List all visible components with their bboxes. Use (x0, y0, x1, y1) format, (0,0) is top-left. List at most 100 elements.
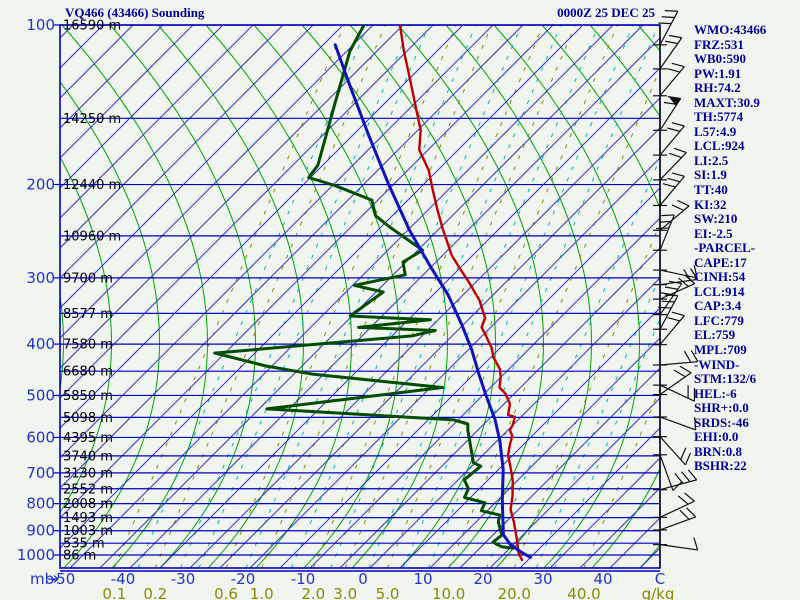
barb-shaft (659, 175, 685, 206)
barb-feather (664, 40, 678, 45)
adiabat-line (253, 25, 400, 568)
wind-barb (653, 537, 699, 551)
barb-feather (678, 277, 689, 287)
barb-feather (684, 452, 692, 466)
barb-shaft (659, 125, 685, 156)
parcel-trace (333, 43, 532, 559)
mixing-ratio-line (535, 274, 660, 568)
altitude-label-550: 5098 m (63, 411, 113, 426)
mixing-ratio-line (486, 157, 660, 568)
adiabat-line (301, 25, 448, 568)
background-grid (0, 25, 660, 568)
stat-line: RH:74.2 (694, 80, 741, 96)
isotherm-line (60, 25, 434, 399)
barb-shaft (659, 479, 697, 491)
pressure-label-200: 200 (26, 176, 55, 194)
mixing-ratio-line (290, 25, 522, 568)
mixing-tick-label: 5.0 (376, 585, 400, 600)
mixing-ratio-line (180, 25, 411, 568)
pressure-label-800: 800 (26, 495, 55, 513)
mixing-ratio-line (261, 25, 493, 568)
barb-shaft (659, 516, 696, 531)
isotherm-line (60, 25, 314, 279)
stat-line: BRN:0.8 (694, 443, 743, 459)
altitude-label-300: 9700 m (63, 271, 113, 286)
mixing-ratio-line (312, 25, 544, 568)
stat-line: TH:5774 (694, 109, 744, 125)
wind-barb (653, 492, 695, 518)
adiabat-line (589, 25, 660, 568)
altitude-label-400: 7580 m (63, 338, 113, 353)
barb-shaft (659, 205, 690, 231)
altitude-label-250: 10960 m (63, 229, 121, 244)
isotherm-line (249, 157, 660, 568)
mixing-tick-label: 40.0 (567, 585, 600, 600)
mixing-tick-label: 1.0 (250, 585, 274, 600)
wind-barb (653, 172, 685, 207)
stat-line: HEL:-6 (694, 385, 737, 401)
pressure-axis-arrow (48, 575, 59, 583)
barb-feather (693, 416, 697, 431)
wind-barb (653, 122, 685, 156)
barb-shaft (659, 384, 695, 402)
barb-feather (664, 294, 678, 297)
mixing-ratio-line (154, 25, 386, 568)
wind-barb (653, 10, 679, 46)
adiabat-line (0, 25, 15, 568)
barb-shaft (659, 37, 683, 70)
mixing-tick-label: 0.6 (214, 585, 238, 600)
wind-barb (653, 199, 690, 231)
adiabat-line (60, 81, 160, 568)
stat-line: WB0:590 (694, 51, 746, 67)
pressure-label-900: 900 (26, 522, 55, 540)
barb-feather (690, 350, 699, 362)
isotherm-line (60, 25, 554, 519)
isotherm-line (60, 25, 374, 339)
adiabat-line (60, 156, 112, 513)
barb-shaft (659, 11, 679, 46)
mixing-ratio-line (113, 25, 345, 568)
barb-feather (661, 214, 675, 217)
isotherm-line (159, 67, 660, 568)
barb-feather (684, 274, 696, 285)
isotherm-line (0, 25, 43, 568)
barb-feather (668, 34, 682, 39)
barb-feather (667, 68, 681, 73)
barb-feather (671, 172, 685, 177)
mixing-ratio-line (428, 25, 659, 568)
adiabat-line (157, 25, 304, 568)
altitude-label-950: 535 m (63, 537, 105, 552)
mixing-tick-label: 10.0 (432, 585, 465, 600)
isotherm-line (60, 25, 584, 549)
isotherm-line (429, 337, 660, 568)
isotherm-line (60, 25, 164, 129)
wind-barb (653, 454, 683, 491)
stat-line: LI:2.5 (694, 152, 729, 168)
isotherm-line (60, 25, 404, 369)
stats-panel: WMO:43466 FRZ:531 WB0:590 PW:1.91 RH:74.2 MAX… (694, 22, 798, 474)
altitude-label-200: 12440 m (63, 178, 121, 193)
stat-line: FRZ:531 (694, 36, 744, 52)
barb-feather (683, 350, 692, 363)
adiabat-line (109, 25, 256, 568)
adiabat-line (445, 25, 592, 568)
sounding-traces (213, 25, 532, 562)
barb-feather (662, 183, 676, 188)
barb-feather (681, 471, 691, 483)
pressure-label-300: 300 (26, 269, 55, 287)
barb-shaft (659, 436, 686, 466)
stat-line: SRDS:-46 (694, 414, 749, 430)
mixing-ratio-line (402, 25, 634, 568)
stat-line: L57:4.9 (694, 123, 737, 139)
chart-title: VQ466 (43466) Sounding (65, 5, 205, 20)
stat-line: -WIND- (694, 356, 740, 372)
barb-feather (658, 22, 672, 25)
mixing-ratio-line (137, 25, 369, 568)
plot-border (59, 24, 661, 569)
altitude-label-750: 2552 m (63, 482, 113, 497)
barb-feather (667, 127, 681, 132)
mixing-ratio-line (583, 387, 660, 568)
isotherm-line (219, 127, 660, 568)
mixing-ratio-line (245, 25, 477, 568)
